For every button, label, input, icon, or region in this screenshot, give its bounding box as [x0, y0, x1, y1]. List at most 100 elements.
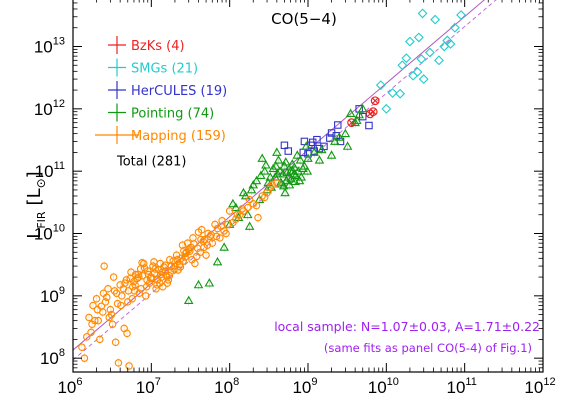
- data-point: [413, 32, 424, 43]
- data-point: [126, 274, 135, 283]
- legend-total: Total (281): [116, 155, 186, 170]
- data-point: [138, 272, 147, 280]
- data-point: [354, 109, 364, 119]
- data-point: [296, 172, 307, 181]
- legend-entry: Mapping (159): [95, 126, 226, 144]
- data-point: [301, 141, 312, 150]
- data-point: [160, 263, 168, 271]
- data-point: [257, 153, 267, 162]
- data-point: [196, 248, 204, 257]
- data-point: [248, 180, 259, 189]
- data-point: [220, 227, 228, 235]
- data-point: [204, 278, 215, 287]
- data-point: [114, 359, 123, 367]
- data-point: [381, 103, 392, 114]
- data-point: [286, 174, 296, 183]
- data-point: [100, 262, 108, 270]
- legend-label: SMGs (21): [131, 62, 198, 77]
- data-point: [202, 251, 210, 259]
- data-point: [112, 289, 121, 298]
- data-point: [397, 60, 408, 71]
- data-point: [368, 107, 378, 117]
- data-point: [179, 257, 187, 265]
- data-point: [265, 172, 276, 181]
- y-axis-label-sun: ⊙: [34, 178, 48, 188]
- data-point: [245, 195, 254, 204]
- data-point: [302, 166, 313, 175]
- data-point: [284, 147, 293, 155]
- svg-text:LFIR[L⊙]: LFIR [L⊙]: [24, 171, 48, 238]
- data-point: [119, 284, 128, 293]
- data-point: [289, 162, 300, 171]
- x-tick-label: 1012: [524, 376, 555, 397]
- y-axis-label-unit: [L: [24, 188, 45, 205]
- data-point: [219, 242, 229, 251]
- data-point: [273, 179, 281, 187]
- data-point: [188, 255, 196, 264]
- series-3: [183, 103, 368, 306]
- data-point: [259, 166, 270, 175]
- y-tick-label: 1011: [35, 160, 65, 181]
- y-axis-label-close: ]: [24, 171, 45, 178]
- data-point: [146, 274, 155, 283]
- data-point: [78, 343, 86, 351]
- data-point: [295, 155, 306, 164]
- data-point: [94, 316, 102, 325]
- series-4: [78, 177, 281, 371]
- fit-line: [73, 0, 485, 351]
- data-point: [212, 256, 223, 266]
- data-point: [123, 329, 131, 338]
- series-2: [280, 105, 373, 158]
- data-point: [330, 136, 340, 145]
- y-tick-label: 1010: [34, 223, 65, 244]
- data-point: [213, 224, 222, 233]
- data-point: [244, 221, 255, 230]
- data-point: [282, 167, 292, 176]
- x-tick-label: 1010: [368, 376, 399, 397]
- data-point: [155, 279, 164, 287]
- data-point: [309, 138, 317, 147]
- data-point: [445, 38, 456, 49]
- fit-text: local sample: N=1.07±0.03, A=1.71±0.22: [274, 319, 540, 334]
- data-point: [88, 320, 96, 329]
- data-point: [365, 121, 373, 130]
- data-point: [108, 320, 117, 329]
- data-point: [152, 284, 160, 293]
- data-point: [242, 209, 253, 219]
- data-point: [417, 8, 428, 19]
- data-point: [225, 207, 234, 215]
- data-point: [260, 193, 269, 202]
- data-point: [92, 294, 101, 303]
- data-point: [166, 255, 174, 264]
- y-tick-label: 1013: [34, 36, 65, 57]
- data-point: [106, 305, 115, 314]
- data-point: [268, 181, 277, 189]
- data-point: [416, 54, 427, 64]
- data-point: [424, 47, 435, 58]
- plot-frame: [72, 0, 544, 373]
- fit-note: (same fits as panel CO(5-4) of Fig.1): [324, 341, 532, 355]
- data-point: [251, 175, 262, 185]
- data-point: [193, 279, 204, 289]
- data-point: [105, 313, 113, 322]
- data-point: [130, 287, 139, 295]
- data-point: [178, 241, 187, 249]
- data-point: [315, 144, 324, 153]
- legend-entry: HerCULES (19): [108, 81, 227, 99]
- data-point: [256, 170, 266, 180]
- data-point: [279, 161, 290, 170]
- data-point: [303, 153, 313, 162]
- data-point: [89, 301, 97, 310]
- data-point: [252, 201, 261, 210]
- data-point: [163, 279, 172, 287]
- data-point: [387, 87, 398, 98]
- data-point: [232, 215, 240, 223]
- data-point: [99, 289, 108, 298]
- data-point: [109, 273, 118, 281]
- data-point: [139, 259, 148, 268]
- data-point: [83, 333, 91, 341]
- data-point: [161, 267, 170, 275]
- legend: BzKs (4) SMGs (21) HerCULES (19) Pointing (…: [95, 36, 227, 170]
- data-point: [228, 198, 238, 208]
